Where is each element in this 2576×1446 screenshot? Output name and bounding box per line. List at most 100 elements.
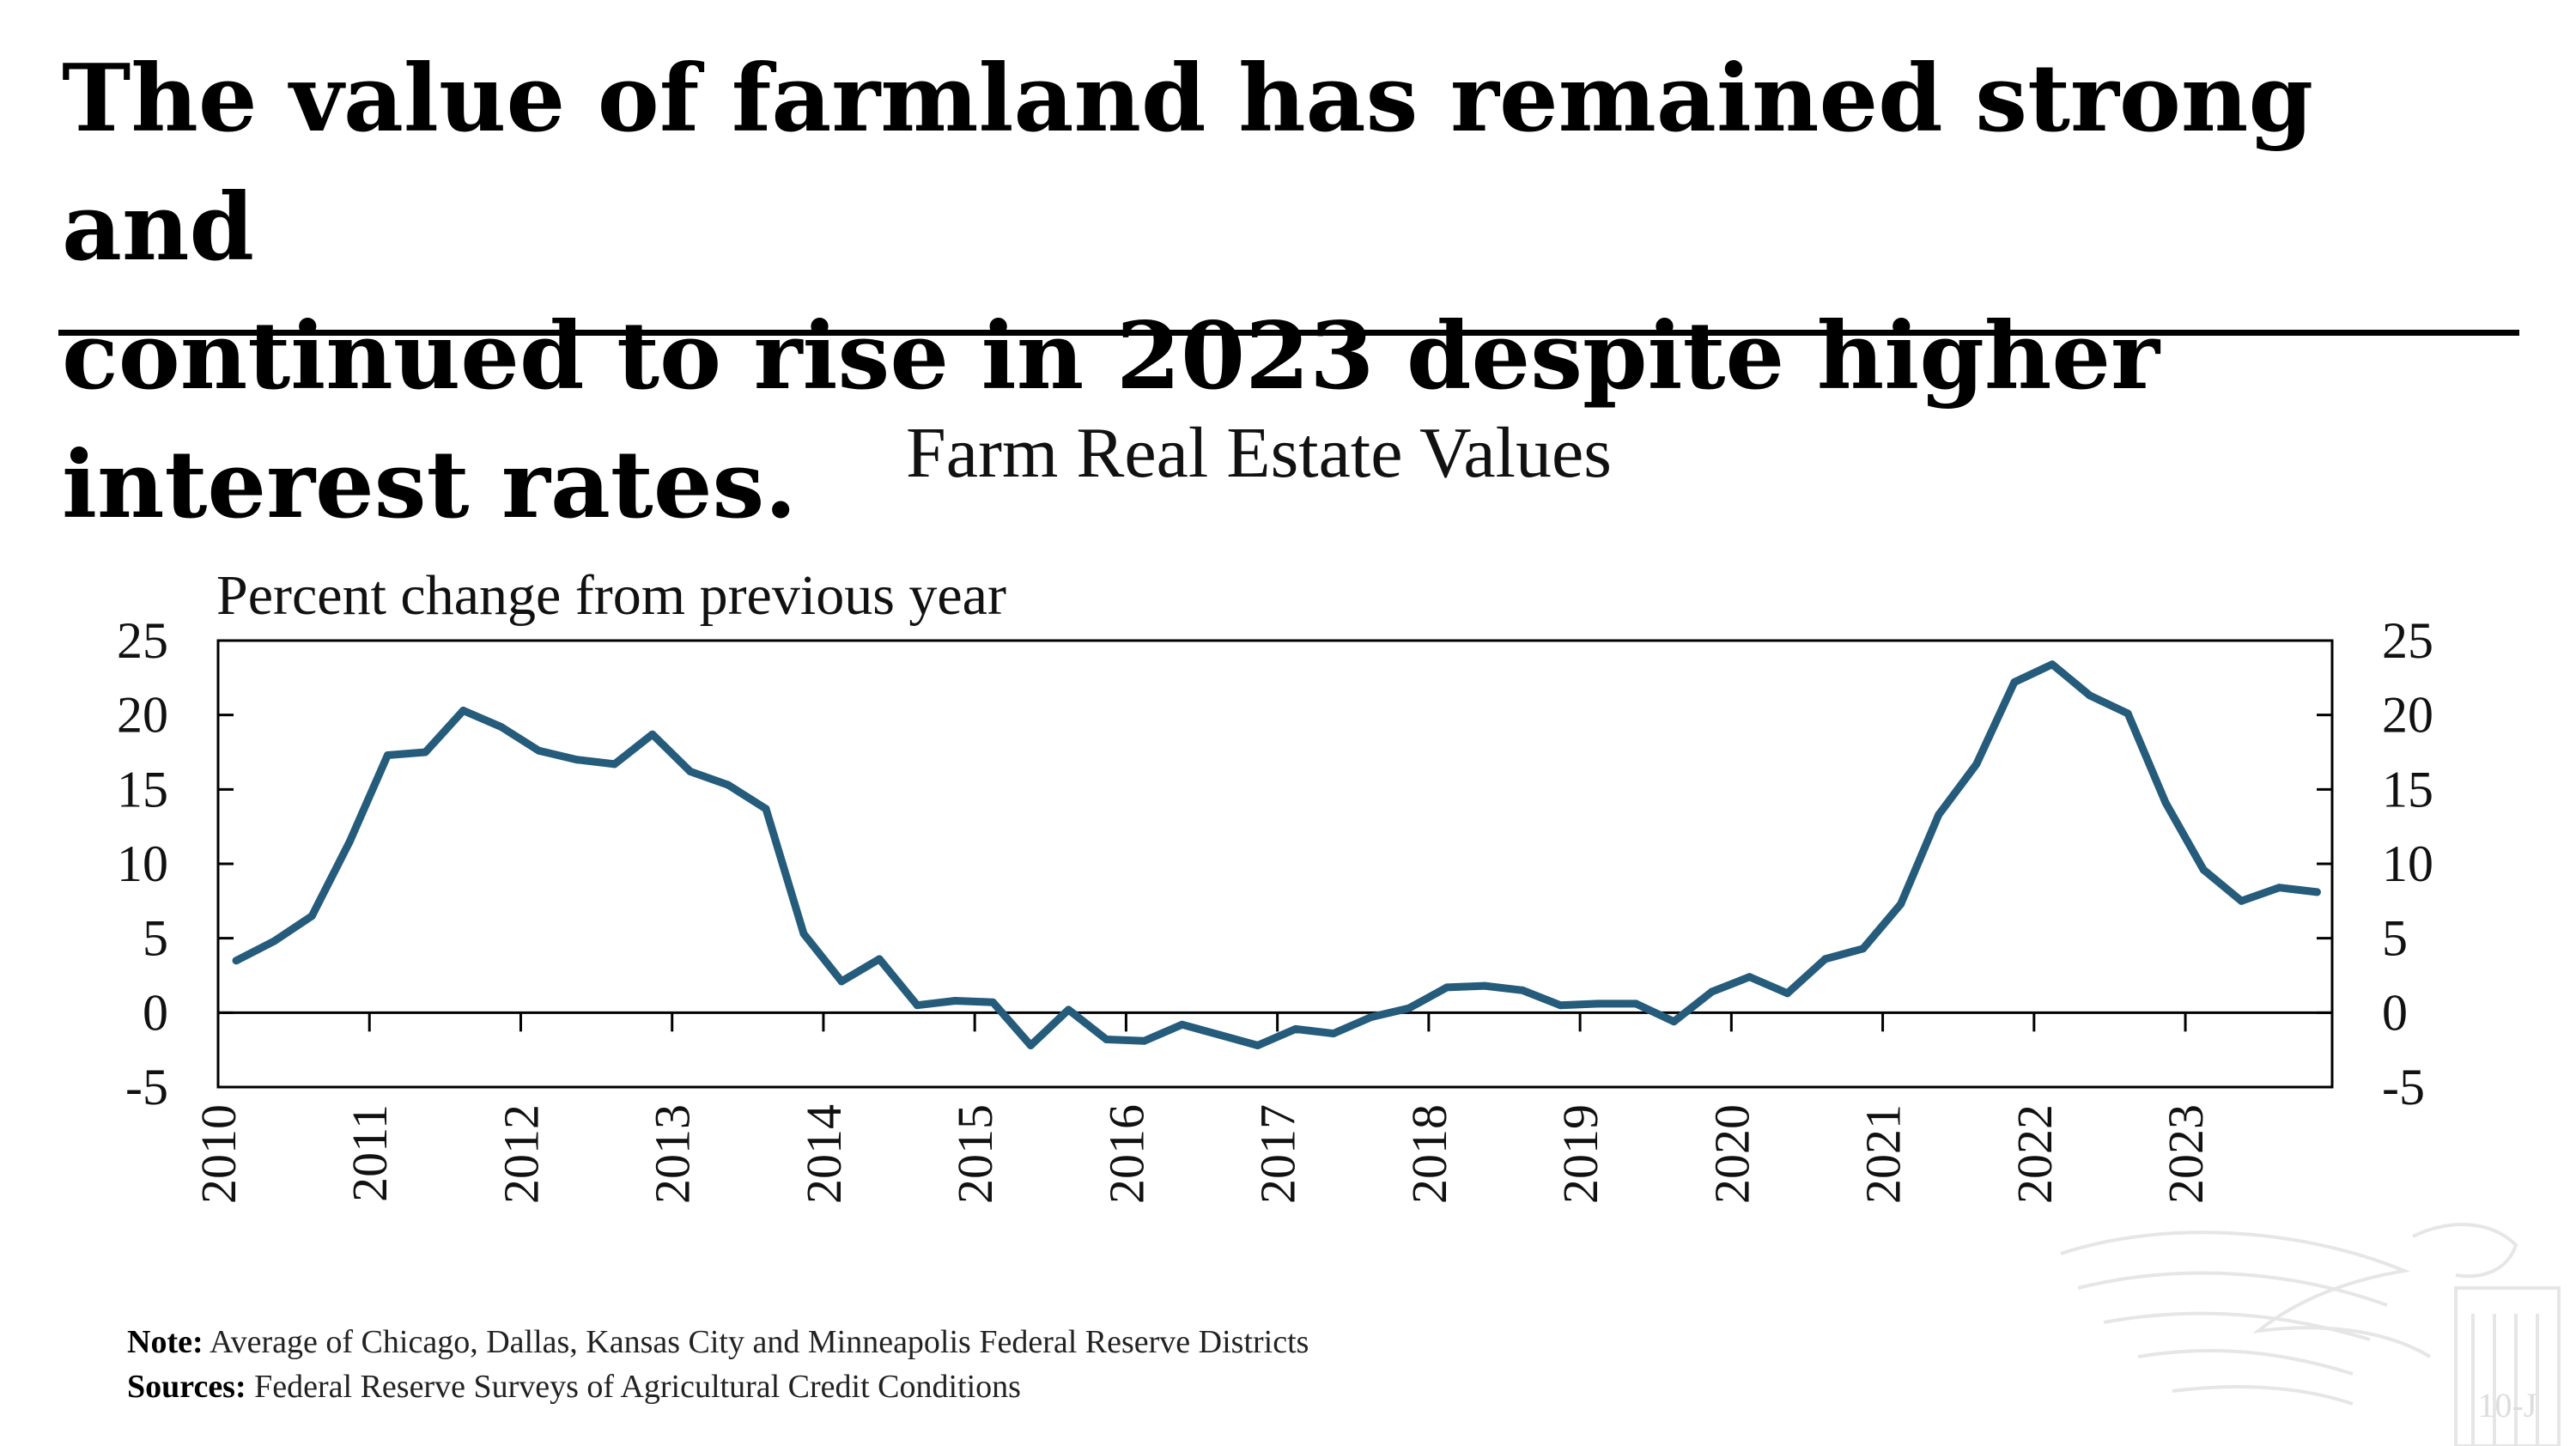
data-point-0-37 <box>1631 999 1640 1008</box>
headline-divider <box>58 330 2519 336</box>
sources-label: Sources: <box>127 1369 246 1405</box>
data-point-0-7 <box>497 723 506 731</box>
y-tick-label-right-5: 0 <box>2382 984 2408 1041</box>
y-tick-label-left-6: -5 <box>125 1059 168 1115</box>
axes-layer <box>216 639 2334 1089</box>
data-point-0-20 <box>988 998 997 1006</box>
data-point-0-27 <box>1254 1042 1262 1049</box>
data-point-0-0 <box>232 957 240 965</box>
sources-line: Sources: Federal Reserve Surveys of Agri… <box>127 1364 1309 1409</box>
data-point-0-52 <box>2199 866 2208 874</box>
plot-frame <box>216 639 2334 1089</box>
data-point-0-15 <box>799 930 808 938</box>
x-tick-label-12: 2022 <box>2007 1104 2063 1204</box>
data-point-0-32 <box>1443 983 1451 992</box>
data-point-0-1 <box>270 937 278 945</box>
data-point-0-51 <box>2161 799 2170 807</box>
federal-reserve-seal-watermark: 10-J <box>2060 1223 2561 1446</box>
data-point-0-44 <box>1897 900 1905 908</box>
seal-text: 10-J <box>2478 1386 2537 1425</box>
data-point-0-31 <box>1405 1004 1413 1012</box>
headline-line-1: The value of farmland has remained stron… <box>62 45 2313 282</box>
x-tick-label-4: 2014 <box>796 1104 852 1204</box>
y-tick-label-right-2: 15 <box>2382 761 2433 817</box>
note-label: Note: <box>127 1324 204 1360</box>
data-point-0-35 <box>1556 1001 1564 1010</box>
y-tick-label-right-1: 20 <box>2382 687 2433 744</box>
headline-line-2: continued to rise in 2023 despite higher… <box>62 302 2160 539</box>
y-tick-label-right-6: -5 <box>2382 1059 2425 1115</box>
data-point-0-34 <box>1518 986 1527 994</box>
data-point-0-41 <box>1783 989 1792 998</box>
data-point-0-26 <box>1216 1030 1224 1039</box>
y-tick-label-left-5: 0 <box>143 984 168 1041</box>
y-axis-caption: Percent change from previous year <box>216 564 1006 627</box>
x-tick-label-7: 2017 <box>1250 1104 1306 1204</box>
data-point-0-42 <box>1821 955 1830 963</box>
data-point-0-24 <box>1140 1036 1149 1045</box>
series-layer <box>232 660 2321 1049</box>
note-text: Average of Chicago, Dallas, Kansas City … <box>210 1324 1309 1360</box>
data-point-0-18 <box>913 1001 921 1010</box>
data-point-0-55 <box>2312 888 2321 896</box>
y-tick-label-right-3: 10 <box>2382 835 2433 892</box>
y-tick-label-left-2: 15 <box>117 761 168 817</box>
note-line: Note: Average of Chicago, Dallas, Kansas… <box>127 1320 1309 1364</box>
chart-title: Farm Real Estate Values <box>906 413 1612 493</box>
x-tick-label-10: 2020 <box>1704 1104 1759 1204</box>
x-tick-label-1: 2011 <box>342 1104 398 1202</box>
data-point-0-23 <box>1103 1036 1110 1043</box>
x-tick-label-13: 2023 <box>2158 1104 2214 1204</box>
x-tick-label-9: 2019 <box>1552 1104 1608 1204</box>
data-point-0-19 <box>951 997 959 1005</box>
data-point-0-33 <box>1480 981 1489 990</box>
data-point-0-54 <box>2275 884 2283 892</box>
x-tick-label-3: 2013 <box>645 1104 701 1204</box>
data-point-0-50 <box>2123 709 2132 718</box>
data-point-0-14 <box>762 805 770 813</box>
data-point-0-8 <box>535 746 544 755</box>
data-point-0-30 <box>1367 1013 1376 1021</box>
data-point-0-22 <box>1064 1006 1072 1014</box>
data-point-0-13 <box>724 781 732 789</box>
data-point-0-17 <box>875 955 884 963</box>
data-point-0-28 <box>1291 1024 1300 1033</box>
data-point-0-46 <box>1972 760 1981 769</box>
x-tick-label-11: 2021 <box>1856 1104 1911 1204</box>
footnotes: Note: Average of Chicago, Dallas, Kansas… <box>127 1320 1309 1409</box>
headline: The value of farmland has remained stron… <box>62 34 2535 550</box>
y-tick-label-right-4: 5 <box>2382 910 2408 967</box>
sources-text: Federal Reserve Surveys of Agricultural … <box>254 1369 1021 1405</box>
y-tick-label-left-4: 5 <box>143 910 168 967</box>
data-point-0-11 <box>648 730 657 738</box>
y-tick-label-left-1: 20 <box>117 687 168 744</box>
data-point-0-9 <box>573 756 581 764</box>
y-tick-label-left-3: 10 <box>117 835 168 892</box>
data-point-0-45 <box>1935 811 1943 819</box>
y-tick-label-right-0: 25 <box>2382 612 2433 669</box>
data-point-0-3 <box>345 837 354 846</box>
data-point-0-43 <box>1859 945 1868 953</box>
data-point-0-48 <box>2048 660 2057 669</box>
data-point-0-5 <box>421 748 429 756</box>
data-point-0-2 <box>307 912 316 920</box>
data-point-0-53 <box>2237 896 2245 905</box>
data-point-0-39 <box>1707 987 1716 996</box>
x-tick-label-8: 2018 <box>1401 1104 1457 1204</box>
x-tick-label-0: 2010 <box>191 1104 246 1204</box>
data-point-0-36 <box>1594 999 1602 1008</box>
data-point-0-49 <box>2086 691 2094 700</box>
series-line-0 <box>232 660 2321 1049</box>
x-tick-label-2: 2012 <box>493 1104 549 1204</box>
data-point-0-29 <box>1329 1030 1338 1038</box>
data-point-0-12 <box>686 768 695 775</box>
data-point-0-6 <box>459 707 467 714</box>
data-point-0-4 <box>383 751 392 759</box>
eagle-seal-icon <box>2060 1223 2561 1446</box>
data-point-0-16 <box>837 977 846 986</box>
data-point-0-47 <box>2010 678 2019 686</box>
y-tick-label-left-0: 25 <box>117 612 168 669</box>
data-point-0-10 <box>611 760 619 769</box>
